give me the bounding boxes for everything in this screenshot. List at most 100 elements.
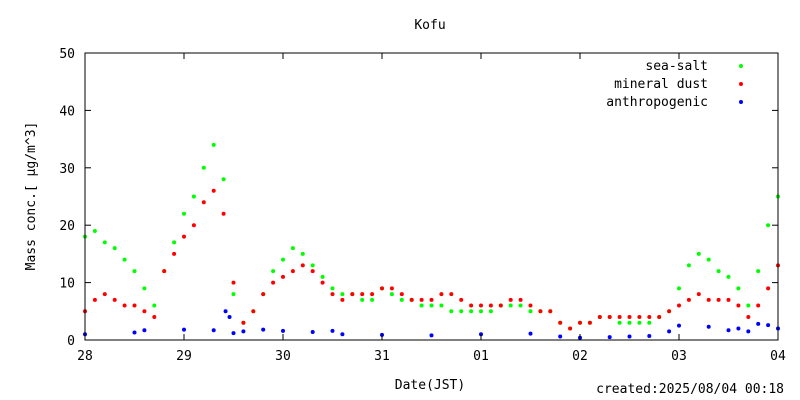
data-point [647,320,652,325]
data-point [112,297,117,302]
data-point [152,315,157,320]
data-point [221,211,226,216]
data-point [597,315,602,320]
data-point [132,330,137,335]
data-point [726,297,731,302]
data-point [201,165,206,170]
data-point [508,303,513,308]
y-ticks: 0 10 20 30 40 50 [59,47,778,349]
series-anthropogenic [83,309,780,340]
data-point [211,188,216,193]
data-point [498,303,503,308]
data-point [330,328,335,333]
data-point [449,292,454,297]
data-point [261,292,266,297]
x-tick-label: 30 [275,349,291,364]
data-point [142,309,147,314]
data-point [281,328,285,333]
data-point [211,142,216,147]
data-point [617,320,622,325]
data-point [568,326,573,331]
y-tick-label: 30 [59,162,75,177]
data-point [706,297,711,302]
data-point [696,251,701,256]
x-tick-label: 03 [671,349,687,364]
data-point [528,309,533,314]
created-timestamp: created:2025/08/04 00:18 [596,382,784,397]
data-point [706,324,711,329]
legend-marker [739,64,743,68]
data-point [647,333,652,338]
data-point [132,269,137,274]
x-axis-label: Date(JST) [395,378,465,393]
data-point [746,329,751,334]
data-point [122,303,127,308]
y-tick-label: 20 [59,219,75,234]
data-point [488,303,493,308]
data-point [320,274,325,279]
data-point [746,303,751,308]
data-point [182,327,186,332]
data-point [429,297,434,302]
data-point [647,315,652,320]
data-point [528,331,533,336]
data-point [766,223,771,228]
data-point [518,303,523,308]
y-tick-label: 50 [59,47,75,62]
data-point [558,320,563,325]
data-point [617,315,622,320]
data-point [92,228,97,233]
data-point [300,251,305,256]
data-point [716,297,721,302]
data-point [320,280,325,285]
data-point [360,297,365,302]
data-point [449,309,454,314]
data-points [83,142,780,340]
data-point [231,292,236,297]
data-point [172,251,177,256]
data-point [271,269,276,274]
data-point [211,328,216,333]
data-point [350,292,355,297]
data-point [736,286,741,291]
data-point [667,309,672,314]
data-point [281,274,285,279]
data-point [261,327,266,332]
data-point [142,286,147,291]
data-point [558,334,563,339]
data-point [340,332,345,337]
data-point [508,297,513,302]
data-point [310,329,315,334]
data-point [271,280,276,285]
data-point [231,280,236,285]
data-point [290,246,295,251]
data-point [627,315,632,320]
data-point [696,292,701,297]
legend: sea-salt mineral dust anthropogenic [606,59,743,110]
data-point [756,269,761,274]
data-point [112,246,117,251]
x-tick-label: 02 [572,349,588,364]
data-point [300,263,305,268]
data-point [172,240,177,245]
data-point [241,329,246,334]
data-point [429,303,434,308]
data-point [231,331,236,336]
data-point [290,269,295,274]
x-tick-label: 31 [374,349,390,364]
data-point [191,194,196,199]
plot-frame [84,52,779,341]
data-point [389,286,394,291]
data-point [677,303,681,308]
data-point [389,292,394,297]
legend-label: sea-salt [645,59,708,74]
data-point [419,303,424,308]
data-point [677,323,681,328]
data-point [637,320,642,325]
x-tick-label: 01 [473,349,489,364]
data-point [607,315,612,320]
data-point [182,234,186,239]
data-point [370,292,375,297]
legend-label: mineral dust [614,77,708,92]
